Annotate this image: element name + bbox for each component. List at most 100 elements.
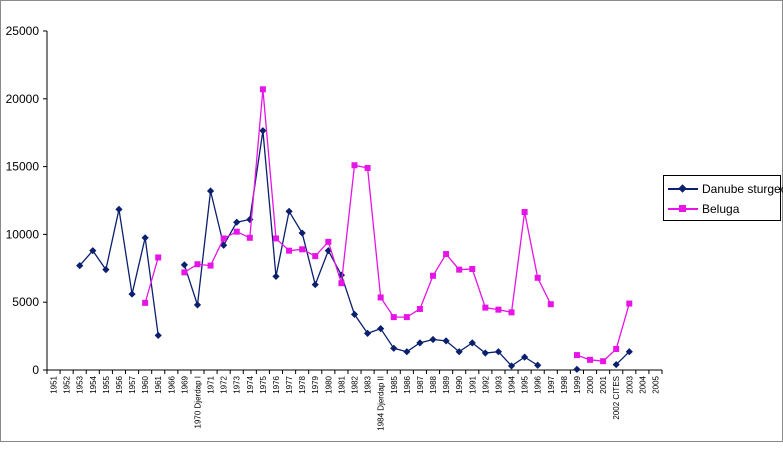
data-point xyxy=(456,266,463,273)
data-point xyxy=(259,86,266,93)
data-point xyxy=(403,314,410,321)
x-tick-label: 1989 xyxy=(442,375,451,393)
x-tick-label: 2001 xyxy=(599,375,608,393)
series-layer xyxy=(76,86,633,373)
data-point xyxy=(142,299,149,306)
data-point xyxy=(481,349,489,357)
data-point xyxy=(272,272,280,281)
data-point xyxy=(311,280,319,289)
data-point xyxy=(573,365,581,373)
data-point xyxy=(468,339,476,347)
data-point xyxy=(286,247,293,254)
x-tick-label: 2000 xyxy=(586,375,595,393)
x-tick-label: 2004 xyxy=(638,375,647,393)
y-tick-label: 10000 xyxy=(6,227,40,241)
data-point xyxy=(469,265,476,272)
data-point xyxy=(325,238,332,245)
y-tick-label: 20000 xyxy=(6,92,40,106)
x-tick-label: 1992 xyxy=(481,375,490,393)
x-tick-label: 1961 xyxy=(154,375,163,393)
data-point xyxy=(233,218,241,226)
data-point xyxy=(350,310,359,319)
data-point xyxy=(180,261,188,269)
x-tick-label: 1977 xyxy=(285,375,294,393)
data-point xyxy=(377,325,385,333)
legend-item-beluga: Beluga xyxy=(668,201,739,217)
x-tick-label: 1974 xyxy=(246,375,255,393)
x-tick-label: 1993 xyxy=(494,375,503,393)
data-point xyxy=(626,300,633,307)
x-axis-ticks: 1951 1952 1953 1954 1955 1956 1957 1960 1961 1966… xyxy=(46,370,663,431)
data-point xyxy=(507,362,516,370)
data-point xyxy=(482,304,489,311)
axes xyxy=(46,31,662,371)
data-point xyxy=(259,127,267,135)
data-point xyxy=(508,309,515,316)
y-tick-label: 15000 xyxy=(6,160,40,174)
x-tick-label: 1994 xyxy=(508,375,517,393)
x-tick-label: 1982 xyxy=(351,375,360,393)
x-tick-label: 1996 xyxy=(534,375,543,393)
data-point xyxy=(625,348,633,356)
legend-item-danube-sturgeon: Danube sturgeon xyxy=(668,181,783,197)
data-point xyxy=(298,229,306,237)
data-point xyxy=(337,271,346,279)
data-point xyxy=(155,254,162,261)
data-point xyxy=(128,290,136,298)
data-point xyxy=(443,251,450,258)
legend-swatch-beluga xyxy=(668,202,698,216)
x-tick-label: 1988 xyxy=(429,375,438,393)
legend-swatch-danube-sturgeon xyxy=(668,182,698,196)
data-point xyxy=(312,253,319,260)
x-tick-label: 1954 xyxy=(89,375,98,393)
x-tick-label: 1987 xyxy=(416,375,425,393)
x-tick-label: 1955 xyxy=(102,375,111,393)
data-point xyxy=(429,335,437,344)
series-line-segment xyxy=(79,209,159,336)
data-point xyxy=(390,344,398,352)
data-point xyxy=(324,247,332,255)
data-point xyxy=(377,294,384,301)
x-tick-label: 1981 xyxy=(337,375,346,393)
data-point xyxy=(495,306,502,313)
data-point xyxy=(76,261,84,270)
data-point xyxy=(154,331,162,340)
data-point xyxy=(338,280,345,287)
legend: Danube sturgeon Beluga xyxy=(663,175,783,221)
x-tick-label: 1973 xyxy=(233,375,242,393)
data-point xyxy=(521,209,528,216)
data-point xyxy=(194,261,201,268)
x-tick-label: 1975 xyxy=(259,375,268,393)
y-axis-ticks: 0 5000 10000 15000 20000 25000 xyxy=(6,24,47,377)
x-tick-label: 1999 xyxy=(573,375,582,393)
data-point xyxy=(285,207,293,215)
x-tick-label: 1960 xyxy=(141,375,150,393)
x-tick-label: 1986 xyxy=(403,375,412,393)
y-tick-label: 0 xyxy=(32,363,39,377)
data-point xyxy=(193,301,202,309)
x-tick-label: 1997 xyxy=(547,375,556,393)
data-point xyxy=(351,162,358,169)
legend-label-danube-sturgeon: Danube sturgeon xyxy=(702,182,783,196)
data-point xyxy=(442,337,450,345)
data-point xyxy=(220,235,227,242)
series-line-segment xyxy=(576,303,630,362)
x-tick-label: 1972 xyxy=(220,375,229,393)
x-tick-label: 2003 xyxy=(625,375,634,393)
x-tick-label: 1956 xyxy=(115,375,124,393)
y-tick-label: 5000 xyxy=(12,295,39,309)
data-point xyxy=(534,361,542,369)
x-tick-label: 1983 xyxy=(364,375,373,393)
x-tick-label: 1957 xyxy=(128,375,137,393)
x-tick-label: 1991 xyxy=(468,375,477,393)
legend-label-beluga: Beluga xyxy=(702,202,740,216)
series-line-segment xyxy=(615,351,630,366)
x-tick-label: 1966 xyxy=(167,375,176,393)
data-point xyxy=(115,205,123,213)
x-tick-label: 1990 xyxy=(455,375,464,393)
series-line-segment xyxy=(183,130,539,367)
data-point xyxy=(364,164,371,171)
x-tick-label: 1953 xyxy=(76,375,85,393)
